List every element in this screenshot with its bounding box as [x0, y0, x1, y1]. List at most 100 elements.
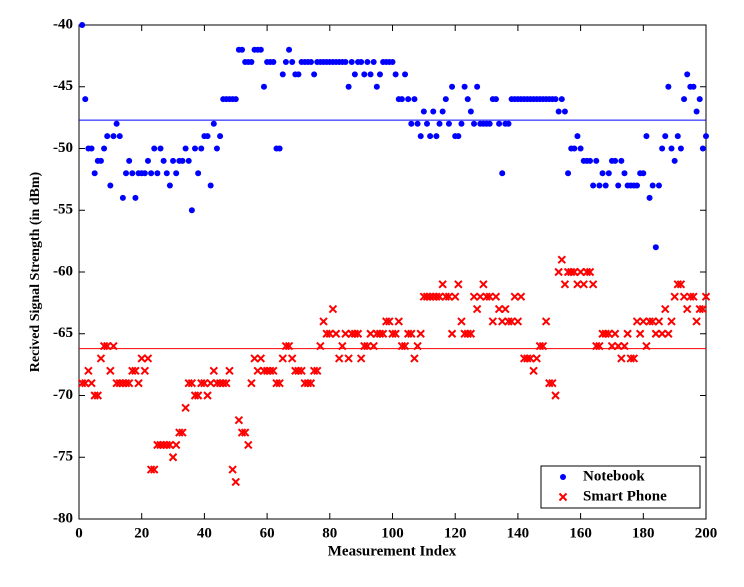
data-point — [651, 329, 661, 338]
data-point — [101, 145, 108, 152]
data-point — [157, 145, 164, 152]
data-point — [541, 317, 551, 326]
x-tick-label: 140 — [507, 525, 530, 541]
data-point — [181, 403, 190, 413]
data-point — [253, 366, 262, 376]
data-point — [179, 157, 186, 164]
data-point — [182, 145, 189, 152]
data-point — [124, 378, 134, 388]
data-point — [492, 96, 499, 103]
data-point — [513, 317, 523, 326]
legend-marker — [560, 474, 566, 480]
data-point — [505, 120, 512, 127]
x-tick-label: 120 — [444, 525, 467, 541]
data-point — [168, 453, 178, 462]
data-point — [334, 354, 344, 363]
data-point — [469, 292, 479, 301]
data-point — [311, 71, 318, 78]
data-point — [618, 157, 625, 164]
data-point — [106, 366, 115, 376]
data-point — [607, 341, 617, 351]
data-point — [389, 59, 396, 66]
data-point — [466, 329, 476, 338]
data-point — [640, 170, 647, 177]
data-point — [552, 96, 559, 103]
data-point — [499, 170, 506, 177]
data-point — [91, 170, 98, 177]
data-point — [538, 341, 548, 351]
data-point — [677, 145, 684, 152]
data-point — [96, 354, 106, 363]
x-tick-label: 20 — [134, 525, 149, 541]
data-point — [376, 71, 383, 78]
data-point — [671, 157, 678, 164]
data-point — [432, 292, 441, 301]
data-point — [131, 366, 140, 376]
data-point — [328, 304, 338, 314]
data-point — [231, 477, 240, 487]
data-point — [392, 71, 399, 78]
data-point — [588, 280, 598, 289]
y-tick-label: -40 — [53, 16, 73, 32]
data-point — [338, 341, 347, 351]
data-point — [360, 341, 369, 351]
data-point — [276, 145, 283, 152]
data-point — [664, 329, 673, 338]
data-point — [260, 83, 267, 90]
data-point — [275, 378, 284, 388]
data-point — [228, 465, 237, 474]
data-point — [485, 292, 494, 301]
data-point — [595, 341, 604, 351]
data-point — [532, 354, 541, 363]
data-point — [435, 292, 444, 301]
data-point — [692, 317, 701, 326]
data-point — [623, 329, 632, 338]
data-point — [153, 440, 162, 450]
data-point — [460, 329, 469, 338]
data-point — [270, 59, 277, 66]
data-point — [472, 304, 482, 314]
data-point — [491, 292, 501, 301]
data-point — [703, 133, 709, 140]
x-tick-label: 40 — [197, 525, 212, 541]
data-point — [351, 71, 358, 78]
data-point — [209, 366, 219, 376]
data-point — [151, 145, 158, 152]
data-point — [303, 378, 313, 388]
data-point — [701, 292, 711, 301]
data-point — [695, 304, 704, 314]
data-point — [234, 415, 244, 425]
x-tick-label: 100 — [381, 525, 404, 541]
data-point — [190, 391, 200, 400]
data-point — [670, 292, 679, 301]
data-point — [612, 157, 619, 164]
data-point — [150, 465, 159, 474]
data-point — [555, 108, 562, 115]
data-point — [257, 46, 264, 53]
data-point — [348, 59, 355, 66]
data-point — [445, 120, 452, 127]
data-point — [439, 108, 446, 115]
data-point — [413, 341, 422, 351]
data-point — [642, 341, 651, 351]
data-point — [523, 354, 532, 363]
data-point — [287, 354, 297, 363]
data-point — [97, 157, 104, 164]
data-point — [510, 292, 519, 301]
data-point — [222, 378, 231, 388]
data-point — [626, 354, 635, 363]
data-point — [121, 378, 131, 388]
legend-box — [540, 465, 701, 509]
data-point — [408, 120, 415, 127]
data-point — [693, 108, 700, 115]
data-point — [154, 170, 161, 177]
data-point — [200, 378, 209, 388]
data-point — [684, 71, 691, 78]
data-point — [126, 157, 133, 164]
data-point — [699, 145, 706, 152]
data-point — [244, 440, 253, 450]
data-point — [436, 120, 443, 127]
data-point — [356, 354, 366, 363]
data-point — [652, 244, 659, 251]
data-point — [191, 145, 198, 152]
